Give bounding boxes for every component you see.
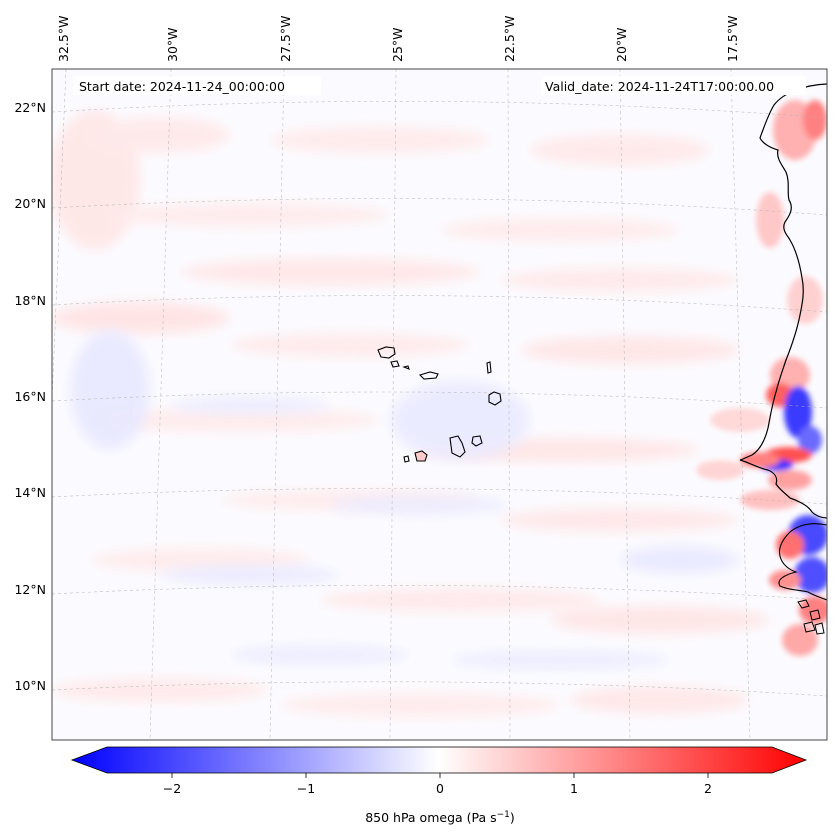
- lat-label: 18°N: [14, 293, 46, 308]
- colorbar-tick-label: 1: [570, 781, 578, 796]
- lon-label: 30°W: [165, 27, 180, 62]
- lon-label: 27.5°W: [278, 16, 293, 62]
- lon-label: 17.5°W: [725, 16, 740, 62]
- gridlines: [52, 69, 827, 740]
- lon-label: 25°W: [390, 27, 405, 62]
- colorbar-title-suffix: ): [510, 810, 515, 825]
- colorbar-title-prefix: 850 hPa omega (Pa s: [365, 810, 496, 825]
- lon-label: 20°W: [614, 27, 629, 62]
- lat-label: 14°N: [14, 485, 46, 500]
- valid-date-label: Valid_date: 2024-11-24T17:00:00.00: [545, 79, 774, 94]
- colorbar-tick-label: −1: [297, 781, 315, 796]
- bissau-islands: [797, 599, 825, 635]
- colorbar-body: [70, 746, 808, 774]
- map-frame: [51, 68, 828, 741]
- lat-label: 10°N: [14, 678, 46, 693]
- lon-label: 32.5°W: [56, 16, 71, 62]
- start-date-label: Start date: 2024-11-24_00:00:00: [79, 79, 285, 94]
- africa-coastline: [739, 83, 827, 519]
- colorbar-title: 850 hPa omega (Pa s−1): [365, 810, 515, 825]
- colorbar-tick-label: 2: [704, 781, 712, 796]
- omega-field: [52, 69, 827, 740]
- cape-verde-islands: [377, 346, 502, 463]
- lat-label: 16°N: [14, 389, 46, 404]
- latitude-labels: 22°N 20°N 18°N 16°N 14°N 12°N 10°N: [14, 100, 46, 693]
- lat-label: 20°N: [14, 196, 46, 211]
- lon-label: 22.5°W: [502, 16, 517, 62]
- colorbar: −2 −1 0 1 2 850 hPa omega (Pa s−1): [70, 746, 808, 825]
- colorbar-title-exp: −1: [497, 810, 510, 820]
- colorbar-tick-label: 0: [436, 781, 444, 796]
- lat-label: 12°N: [14, 582, 46, 597]
- colorbar-tick-label: −2: [163, 781, 181, 796]
- lat-label: 22°N: [14, 100, 46, 115]
- colorbar-ticks: −2 −1 0 1 2: [163, 773, 712, 796]
- map-panel: Start date: 2024-11-24_00:00:00 Valid_da…: [51, 68, 828, 741]
- start-date-box: [73, 76, 321, 95]
- longitude-labels: 32.5°W 30°W 27.5°W 25°W 22.5°W 20°W 17.5…: [56, 16, 740, 62]
- guinea-coastline: [778, 523, 827, 601]
- valid-date-box: [541, 76, 806, 95]
